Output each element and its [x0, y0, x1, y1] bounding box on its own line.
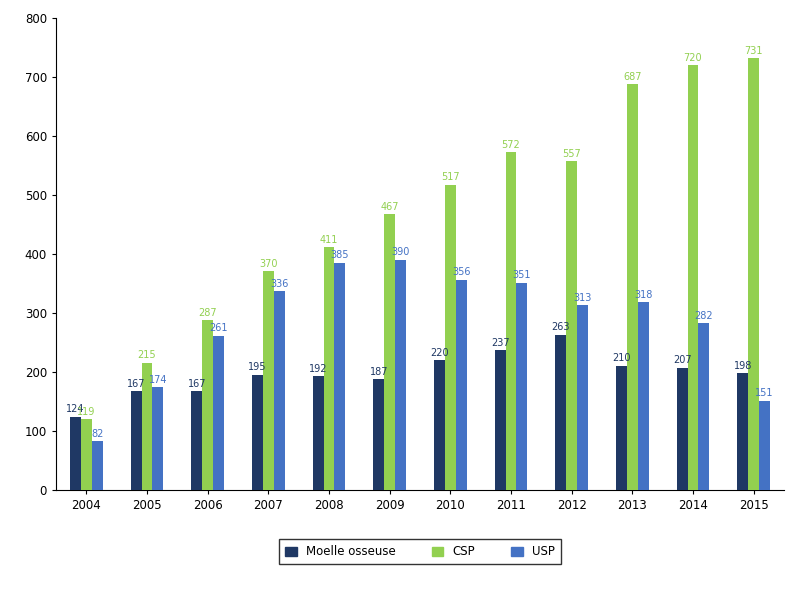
Bar: [323, 247, 334, 490]
Bar: [263, 271, 274, 490]
Text: 82: 82: [91, 429, 103, 439]
Text: 220: 220: [430, 348, 449, 358]
Text: 336: 336: [270, 279, 289, 289]
Bar: [638, 302, 649, 490]
Text: 731: 731: [745, 46, 763, 56]
Text: 313: 313: [574, 293, 592, 303]
Bar: [445, 185, 456, 490]
Bar: [627, 84, 638, 490]
Bar: [577, 305, 588, 490]
Bar: [698, 323, 710, 490]
Text: 237: 237: [490, 337, 510, 348]
Bar: [494, 350, 506, 490]
Bar: [616, 366, 627, 490]
Bar: [153, 387, 163, 490]
Text: 356: 356: [452, 267, 470, 277]
Bar: [130, 391, 142, 490]
Bar: [70, 417, 81, 490]
Text: 119: 119: [77, 407, 95, 417]
Text: 390: 390: [391, 247, 410, 257]
Text: 167: 167: [127, 379, 146, 389]
Text: 167: 167: [187, 379, 206, 389]
Bar: [81, 419, 92, 490]
Bar: [395, 260, 406, 490]
Bar: [677, 368, 687, 490]
Bar: [313, 376, 323, 490]
Bar: [506, 152, 517, 490]
Text: 572: 572: [502, 140, 520, 150]
Bar: [92, 441, 102, 490]
Bar: [334, 263, 346, 490]
Text: 318: 318: [634, 290, 653, 300]
Bar: [213, 336, 224, 490]
Text: 370: 370: [259, 259, 278, 269]
Bar: [517, 283, 527, 490]
Text: 198: 198: [734, 360, 752, 371]
Text: 187: 187: [370, 367, 388, 377]
Text: 720: 720: [684, 53, 702, 63]
Text: 207: 207: [673, 355, 691, 365]
Text: 517: 517: [441, 172, 460, 182]
Text: 151: 151: [755, 388, 774, 398]
Text: 261: 261: [210, 323, 228, 333]
Bar: [384, 214, 395, 490]
Bar: [687, 65, 698, 490]
Text: 467: 467: [381, 202, 399, 212]
Bar: [456, 280, 466, 490]
Text: 215: 215: [138, 350, 156, 360]
Bar: [274, 291, 285, 490]
Text: 287: 287: [198, 308, 217, 318]
Bar: [759, 401, 770, 490]
Bar: [252, 375, 263, 490]
Bar: [566, 161, 577, 490]
Bar: [738, 373, 748, 490]
Bar: [748, 58, 759, 490]
Text: 192: 192: [309, 364, 327, 374]
Legend: Moelle osseuse, CSP, USP: Moelle osseuse, CSP, USP: [279, 539, 561, 564]
Text: 282: 282: [694, 311, 714, 321]
Bar: [555, 335, 566, 490]
Text: 210: 210: [612, 353, 630, 363]
Text: 124: 124: [66, 404, 85, 414]
Text: 385: 385: [330, 250, 349, 260]
Text: 687: 687: [623, 72, 642, 82]
Text: 557: 557: [562, 149, 581, 159]
Bar: [434, 360, 445, 490]
Text: 411: 411: [320, 235, 338, 245]
Text: 263: 263: [551, 322, 570, 332]
Bar: [374, 379, 384, 490]
Bar: [202, 320, 213, 490]
Text: 174: 174: [149, 375, 167, 385]
Bar: [142, 363, 153, 490]
Text: 195: 195: [248, 362, 266, 372]
Bar: [191, 391, 202, 490]
Text: 351: 351: [513, 270, 531, 280]
